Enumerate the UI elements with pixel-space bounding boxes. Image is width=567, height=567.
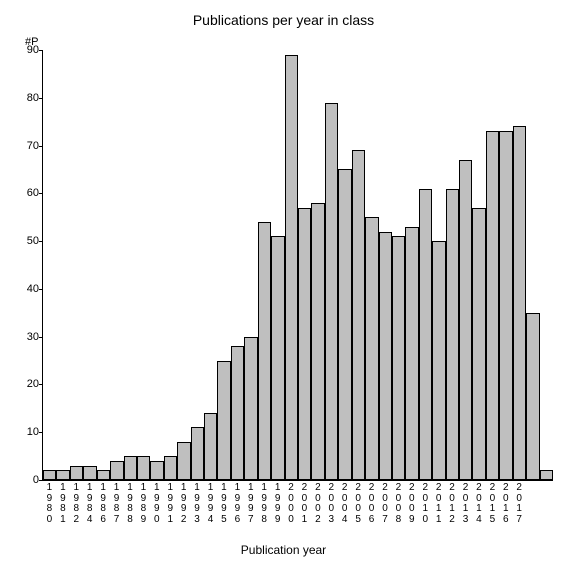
bar [43,470,56,480]
x-tick-label: 1999 [271,480,284,525]
x-tick-label: 2008 [392,480,405,525]
bar [164,456,177,480]
x-tick-label: 2013 [459,480,472,525]
x-tick-label: 2003 [325,480,338,525]
x-tick-label: 1990 [150,480,163,525]
x-tick-label: 2010 [419,480,432,525]
x-tick-label: 2014 [472,480,485,525]
bar [432,241,445,480]
x-tick-label: 1995 [217,480,230,525]
y-tick-mark [39,432,43,433]
bar [177,442,190,480]
x-axis-label: Publication year [0,543,567,557]
x-tick-label: 1986 [97,480,110,525]
bar [459,160,472,480]
x-tick-label: 2016 [499,480,512,525]
bar [83,466,96,480]
bar [70,466,83,480]
x-tick-label: 2005 [352,480,365,525]
bar [244,337,257,480]
x-tick-label: 2004 [338,480,351,525]
bar [352,150,365,480]
x-tick-label: 2001 [298,480,311,525]
bar [419,189,432,480]
bar [526,313,539,480]
chart-title: Publications per year in class [0,12,567,28]
bar [56,470,69,480]
y-tick-mark [39,193,43,194]
bar [446,189,459,480]
bar [150,461,163,480]
x-tick-label: 1994 [204,480,217,525]
x-tick-label: 1992 [177,480,190,525]
bar [97,470,110,480]
bar [217,361,230,480]
bar [513,126,526,480]
x-tick-label: 1989 [137,480,150,525]
bar [285,55,298,480]
x-tick-label: 1987 [110,480,123,525]
x-tick-label: 1998 [258,480,271,525]
bar [231,346,244,480]
x-tick-label: 2012 [446,480,459,525]
x-tick-label: 2000 [285,480,298,525]
x-tick-label: 2017 [513,480,526,525]
y-tick-mark [39,337,43,338]
x-tick-label: 1981 [56,480,69,525]
y-tick-mark [39,50,43,51]
bar [258,222,271,480]
bar [392,236,405,480]
x-tick-label: 1991 [164,480,177,525]
bar [271,236,284,480]
bar [137,456,150,480]
bar [540,470,553,480]
bar [472,208,485,480]
x-tick-label: 2007 [379,480,392,525]
bar [124,456,137,480]
bar [298,208,311,480]
bar [499,131,512,480]
x-tick-label: 1982 [70,480,83,525]
x-tick-label: 2006 [365,480,378,525]
bar [486,131,499,480]
bar [365,217,378,480]
bar [110,461,123,480]
bar [405,227,418,480]
x-tick-label: 2009 [405,480,418,525]
x-tick-label: 1988 [124,480,137,525]
y-tick-mark [39,146,43,147]
publications-chart: Publications per year in class #P 010203… [0,0,567,567]
bar [311,203,324,480]
bar [379,232,392,480]
y-tick-mark [39,289,43,290]
y-tick-mark [39,384,43,385]
x-tick-label: 1993 [191,480,204,525]
bar [191,427,204,480]
bar [204,413,217,480]
x-tick-label: 1980 [43,480,56,525]
x-tick-label: 2015 [486,480,499,525]
y-tick-mark [39,241,43,242]
bar [325,103,338,480]
y-tick-mark [39,98,43,99]
plot-area: 0102030405060708090198019811982198419861… [42,50,553,481]
x-tick-label: 1996 [231,480,244,525]
bar [338,169,351,480]
x-tick-label: 1984 [83,480,96,525]
x-tick-label: 2011 [432,480,445,525]
x-tick-label: 1997 [244,480,257,525]
x-tick-label: 2002 [311,480,324,525]
